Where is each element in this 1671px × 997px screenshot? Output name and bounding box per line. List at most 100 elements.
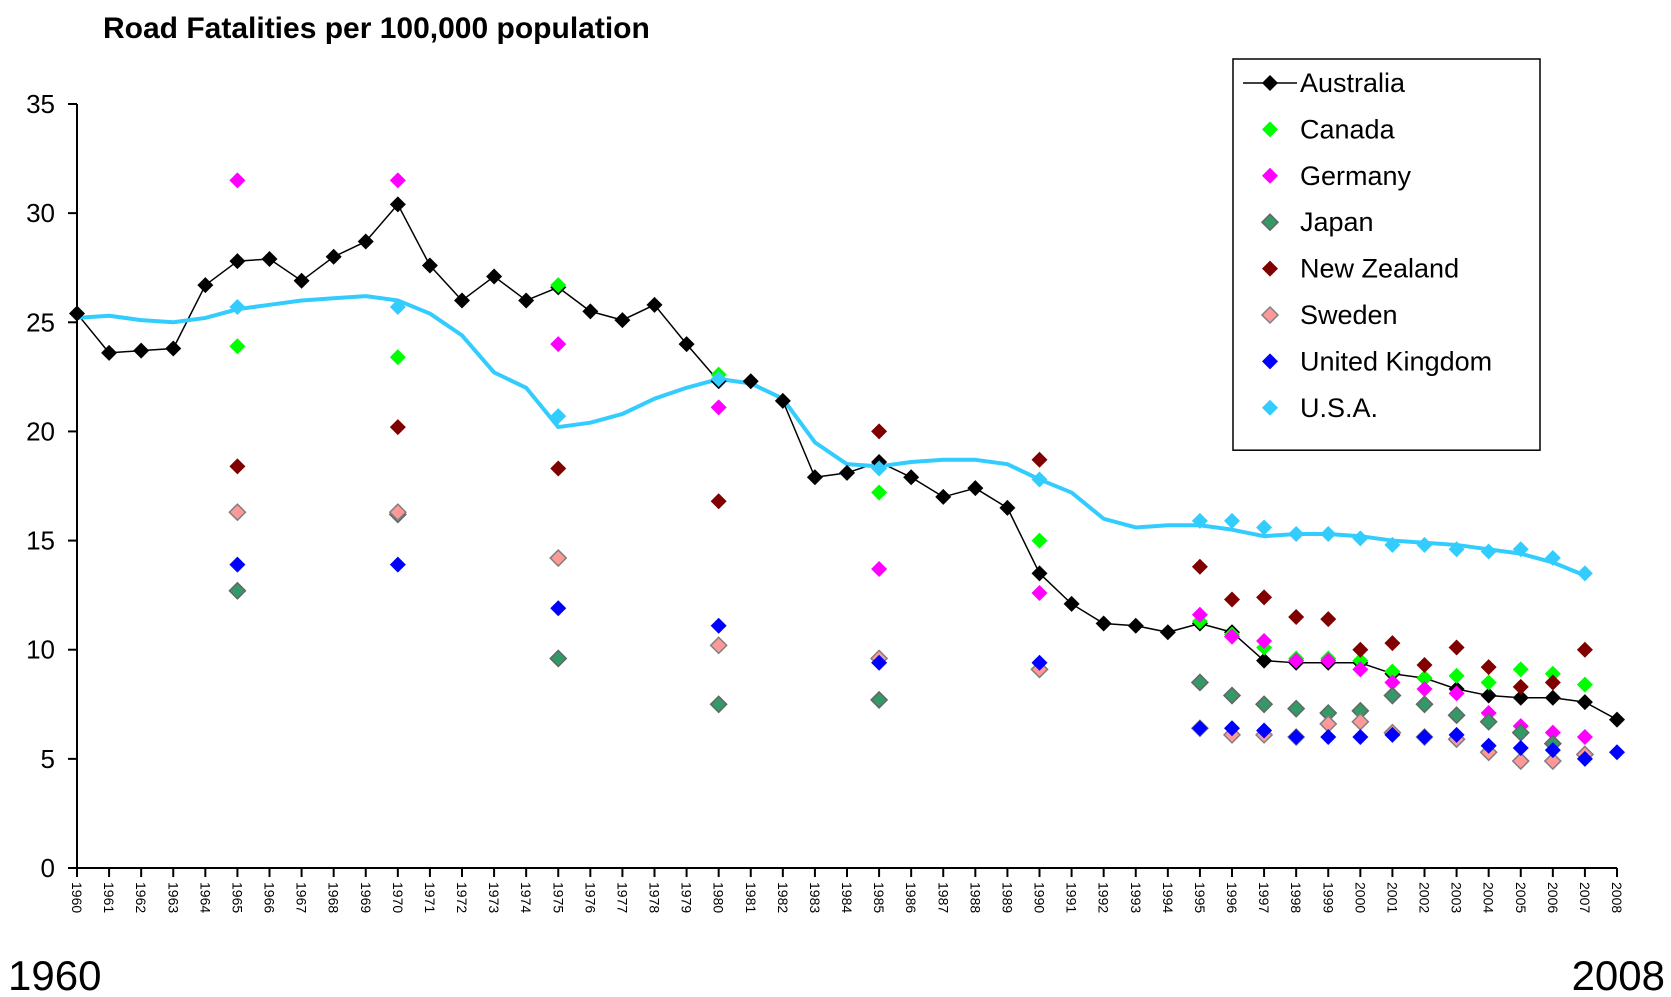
data-point: [229, 172, 246, 189]
x-tick-label: 1996: [1224, 882, 1240, 913]
data-point: [1447, 706, 1466, 725]
footer-right: 2008: [1572, 952, 1665, 997]
data-point: [1256, 589, 1273, 606]
data-point: [1544, 665, 1561, 682]
x-tick-label: 1973: [486, 882, 502, 913]
x-tick-label: 1965: [229, 882, 245, 913]
data-point: [550, 277, 567, 294]
x-tick-label: 1975: [550, 882, 566, 913]
data-point: [870, 690, 889, 709]
x-tick-label: 1978: [647, 882, 663, 913]
x-tick-label: 1985: [871, 882, 887, 913]
data-point: [678, 336, 695, 353]
data-point: [229, 556, 246, 573]
data-point: [1287, 699, 1306, 718]
data-point: [1512, 739, 1529, 756]
data-point: [1063, 595, 1080, 612]
data-point: [999, 499, 1016, 516]
data-point: [1224, 591, 1240, 608]
legend-marker: [1262, 121, 1278, 138]
data-point: [1544, 724, 1561, 741]
data-point: [101, 344, 118, 361]
data-point: [229, 299, 246, 316]
legend-label: U.S.A.: [1300, 393, 1378, 423]
x-tick-label: 2002: [1417, 882, 1433, 913]
data-point: [1256, 652, 1273, 669]
data-point: [229, 458, 246, 475]
x-tick-label: 1970: [390, 882, 406, 913]
legend-label: Sweden: [1300, 300, 1398, 330]
data-point: [614, 312, 631, 329]
legend-label: New Zealand: [1300, 254, 1459, 284]
data-point: [1320, 611, 1337, 628]
x-tick-label: 1983: [807, 882, 823, 913]
x-tick-label: 1993: [1128, 882, 1144, 913]
data-point: [967, 480, 984, 497]
x-tick-label: 1962: [133, 882, 149, 913]
data-point: [1352, 661, 1369, 678]
x-tick-label: 1997: [1256, 882, 1272, 913]
x-tick-label: 1960: [69, 882, 85, 913]
data-point: [1352, 530, 1369, 547]
x-tick-label: 1981: [743, 882, 759, 913]
data-point: [871, 484, 888, 501]
data-point: [1190, 673, 1209, 692]
data-point: [229, 338, 246, 355]
x-tick-label: 1961: [101, 882, 117, 913]
x-tick-label: 1989: [999, 882, 1015, 913]
x-tick-label: 1994: [1160, 882, 1176, 913]
data-point: [550, 600, 567, 617]
data-point: [357, 233, 374, 250]
data-point: [197, 277, 214, 294]
data-point: [1416, 729, 1433, 746]
data-point: [229, 253, 246, 270]
legend-marker: [1262, 399, 1278, 416]
data-point: [871, 460, 888, 477]
x-tick-label: 2001: [1384, 882, 1400, 913]
y-tick-label: 0: [41, 853, 55, 883]
data-point: [742, 373, 759, 390]
data-point: [1288, 652, 1305, 669]
data-point: [550, 460, 567, 477]
x-tick-label: 1974: [518, 882, 534, 913]
legend-marker: [1262, 75, 1278, 91]
x-tick-label: 1967: [294, 882, 310, 913]
x-tick-label: 1968: [326, 882, 342, 913]
data-point: [1448, 639, 1465, 656]
data-point: [1512, 678, 1529, 695]
data-point: [1415, 695, 1434, 714]
x-tick-label: 1988: [967, 882, 983, 913]
data-point: [709, 695, 728, 714]
data-point: [646, 296, 663, 313]
data-point: [1544, 689, 1561, 706]
data-point: [1031, 654, 1048, 671]
data-point: [389, 556, 406, 573]
x-tick-label: 1990: [1032, 882, 1048, 913]
footer-left: 1960: [8, 952, 101, 997]
data-point: [1480, 659, 1497, 676]
data-point: [1416, 536, 1433, 553]
data-point: [1383, 686, 1402, 705]
x-tick-label: 2003: [1449, 882, 1465, 913]
data-point: [1448, 541, 1465, 558]
data-point: [1384, 726, 1401, 743]
legend-label: Japan: [1300, 207, 1374, 237]
data-point: [1480, 737, 1497, 754]
y-tick-label: 20: [26, 416, 55, 446]
data-point: [1031, 471, 1048, 488]
data-point: [1576, 565, 1593, 582]
legend-label: Canada: [1300, 114, 1396, 144]
legend-marker: [1262, 353, 1278, 370]
data-point: [1320, 652, 1337, 669]
legend-marker: [1262, 260, 1278, 277]
data-point: [1576, 729, 1593, 746]
data-point: [1576, 676, 1593, 693]
data-point: [871, 560, 888, 577]
data-point: [806, 469, 823, 486]
x-tick-label: 1998: [1288, 882, 1304, 913]
data-point: [228, 503, 247, 522]
data-point: [1191, 558, 1208, 575]
data-point: [1256, 519, 1273, 536]
x-tick-label: 1999: [1320, 882, 1336, 913]
x-tick-label: 1991: [1064, 882, 1080, 913]
